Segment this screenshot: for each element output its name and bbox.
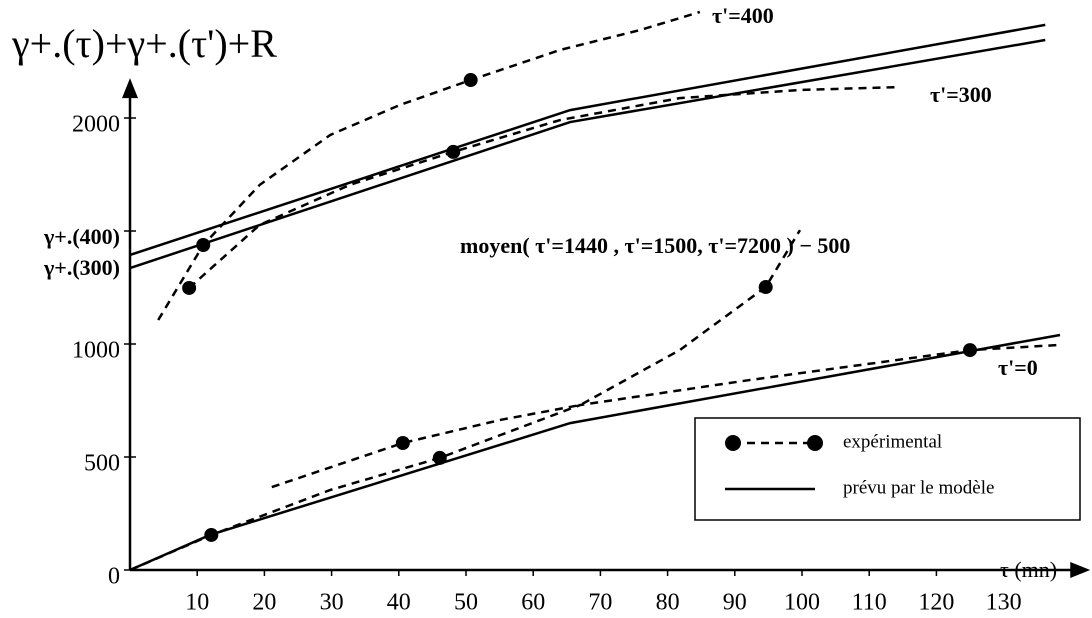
y-axis-arrow: [122, 78, 138, 99]
x-tick-label: 30: [320, 590, 344, 616]
x-tick-label: 120: [918, 590, 954, 616]
x-tick-label: 100: [784, 590, 820, 616]
x-tick-label: 80: [656, 590, 680, 616]
series-label: τ'=300: [930, 82, 992, 107]
x-tick-label: 130: [986, 590, 1022, 616]
y-tick-label: γ+.(400): [43, 224, 120, 249]
legend-label: expérimental: [843, 431, 942, 452]
legend-label: prévu par le modèle: [843, 477, 994, 498]
model-curve: [129, 38, 1046, 270]
chart-title: γ+.(τ)+γ+.(τ')+R: [11, 21, 277, 66]
x-tick-label: 90: [723, 590, 747, 616]
series-label: τ'=400: [712, 3, 774, 28]
x-tick-label: 60: [521, 590, 545, 616]
x-tick-label: 40: [387, 590, 411, 616]
x-tick-label: 10: [185, 590, 209, 616]
legend-swatch: [807, 435, 823, 451]
legend-box: [694, 417, 1081, 521]
x-tick-label: 50: [454, 590, 478, 616]
series-label: moyen( τ'=1440 , τ'=1500, τ'=7200 ) − 50…: [460, 233, 850, 258]
y-tick-label: 2000: [72, 112, 120, 138]
series-label: τ'=0: [998, 355, 1038, 380]
x-tick-label: 70: [588, 590, 612, 616]
experimental-point: [182, 280, 197, 295]
y-tick-label: 500: [84, 451, 120, 477]
legend-swatch: [725, 435, 741, 451]
experimental-point: [395, 435, 410, 450]
model-curve: [129, 333, 1061, 572]
experimental-curve: [188, 85, 901, 289]
x-tick-label: 110: [852, 590, 887, 616]
x-tick-label: 20: [252, 590, 276, 616]
y-tick-label: 0: [108, 564, 120, 590]
model-curve: [129, 23, 1046, 257]
x-axis-arrow: [1070, 562, 1091, 578]
experimental-point: [758, 280, 773, 295]
experimental-point: [463, 73, 478, 88]
annotation: γ+.(300): [43, 255, 120, 280]
y-tick-label: 1000: [72, 338, 120, 364]
